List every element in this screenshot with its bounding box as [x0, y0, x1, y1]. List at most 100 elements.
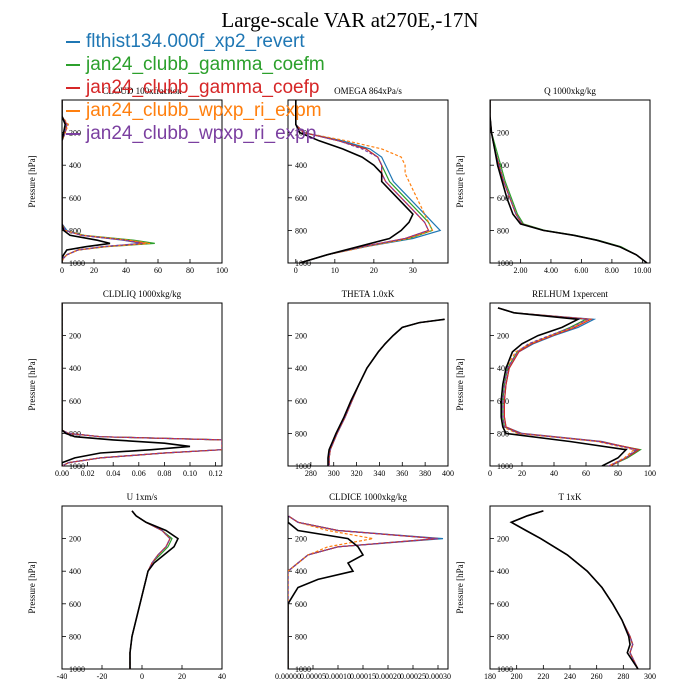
- series-line: [288, 515, 439, 669]
- panel-title: RELHUM 1xpercent: [532, 289, 608, 299]
- series-line: [509, 510, 639, 669]
- legend-swatch: [66, 132, 80, 135]
- y-tick-label: 1000: [69, 259, 85, 268]
- series-line: [497, 307, 639, 466]
- x-tick-label: 10.00: [633, 266, 651, 275]
- panel-title: CLDICE 1000xkg/kg: [329, 492, 407, 502]
- x-tick-label: 280: [617, 672, 629, 681]
- y-tick-label: 600: [295, 194, 307, 203]
- y-tick-label: 400: [497, 161, 509, 170]
- y-axis-label: Pressure [hPa]: [455, 358, 465, 410]
- x-tick-label: 300: [328, 469, 340, 478]
- x-tick-label: 0.08: [157, 469, 171, 478]
- legend-item: jan24_clubb_wpxp_ri_expm: [66, 99, 325, 122]
- panel-title: THETA 1.0xK: [342, 289, 395, 299]
- y-tick-label: 800: [295, 226, 307, 235]
- panel-title: CLOUD 100xfraction: [102, 86, 182, 96]
- x-tick-label: 400: [442, 469, 454, 478]
- series-line: [497, 307, 642, 466]
- x-tick-label: 0.00005: [300, 672, 326, 681]
- y-tick-label: 200: [497, 129, 509, 138]
- legend-label: jan24_clubb_gamma_coefp: [86, 77, 320, 98]
- series-line: [288, 515, 374, 669]
- y-axis-label: Pressure [hPa]: [27, 561, 37, 613]
- legend-item: flthist134.000f_xp2_revert: [66, 30, 325, 53]
- x-tick-label: 220: [537, 672, 549, 681]
- series-line: [288, 515, 444, 669]
- series-line: [288, 515, 439, 669]
- series-line: [490, 100, 648, 263]
- series-line: [288, 515, 439, 669]
- y-tick-label: 400: [497, 567, 509, 576]
- legend-item: jan24_clubb_gamma_coefm: [66, 53, 325, 76]
- plot-frame: [61, 505, 223, 670]
- panel-title: CLDLIQ 1000xkg/kg: [103, 289, 182, 299]
- x-tick-label: 8.00: [605, 266, 619, 275]
- y-tick-label: 800: [497, 226, 509, 235]
- x-tick-label: 40: [550, 469, 558, 478]
- y-tick-label: 600: [69, 600, 81, 609]
- x-tick-label: 20: [518, 469, 526, 478]
- x-tick-label: 30: [409, 266, 417, 275]
- x-tick-label: 80: [614, 469, 622, 478]
- y-tick-label: 600: [69, 397, 81, 406]
- x-tick-label: 20: [178, 672, 186, 681]
- x-tick-label: 4.00: [544, 266, 558, 275]
- x-tick-label: 2.00: [513, 266, 527, 275]
- legend-label: jan24_clubb_wpxp_ri_expp: [86, 123, 317, 144]
- series-line: [295, 100, 430, 263]
- control-line: [62, 303, 191, 466]
- control-line: [294, 100, 414, 263]
- y-axis-label: Pressure [hPa]: [27, 155, 37, 207]
- y-tick-label: 800: [497, 632, 509, 641]
- figure-title: Large-scale VAR at270E,-17N: [221, 8, 479, 32]
- x-tick-label: 0: [294, 266, 298, 275]
- x-tick-label: 180: [484, 672, 496, 681]
- x-tick-label: 20: [90, 266, 98, 275]
- y-tick-label: 1000: [295, 259, 311, 268]
- y-tick-label: 800: [69, 632, 81, 641]
- y-tick-label: 400: [295, 161, 307, 170]
- control-line: [490, 100, 648, 263]
- y-tick-label: 800: [295, 632, 307, 641]
- legend-item: jan24_clubb_gamma_coefp: [66, 76, 325, 99]
- plot-frame: [287, 99, 449, 264]
- plot-frame: [287, 302, 449, 467]
- x-tick-label: 240: [564, 672, 576, 681]
- y-tick-label: 1000: [497, 665, 513, 674]
- y-tick-label: 400: [497, 364, 509, 373]
- y-tick-label: 1000: [497, 259, 513, 268]
- x-tick-label: 40: [218, 672, 226, 681]
- x-tick-label: 300: [644, 672, 656, 681]
- x-tick-label: 10: [331, 266, 339, 275]
- series-line: [509, 510, 639, 669]
- legend-label: jan24_clubb_wpxp_ri_expm: [86, 100, 322, 121]
- x-tick-label: 0.00010: [325, 672, 351, 681]
- panel-title: T 1xK: [558, 492, 582, 502]
- legend-label: jan24_clubb_gamma_coefm: [86, 54, 325, 75]
- legend-swatch: [66, 63, 80, 66]
- x-tick-label: 380: [419, 469, 431, 478]
- series-line: [129, 510, 171, 669]
- legend-swatch: [66, 40, 80, 43]
- x-tick-label: 6.00: [574, 266, 588, 275]
- x-tick-label: 0.04: [106, 469, 120, 478]
- x-tick-label: -20: [97, 672, 108, 681]
- y-tick-label: 600: [497, 600, 509, 609]
- y-tick-label: 600: [295, 600, 307, 609]
- x-tick-label: 0.00: [55, 469, 69, 478]
- y-axis-label: Pressure [hPa]: [27, 358, 37, 410]
- control-line: [497, 307, 628, 466]
- legend: flthist134.000f_xp2_revert jan24_clubb_g…: [66, 30, 325, 145]
- y-axis-label: Pressure [hPa]: [455, 155, 465, 207]
- plot-frame: [489, 505, 651, 670]
- series-line: [509, 510, 639, 669]
- x-tick-label: 100: [644, 469, 656, 478]
- series-line: [490, 100, 648, 263]
- panel-title: Q 1000xkg/kg: [544, 86, 596, 96]
- x-tick-label: 40: [122, 266, 130, 275]
